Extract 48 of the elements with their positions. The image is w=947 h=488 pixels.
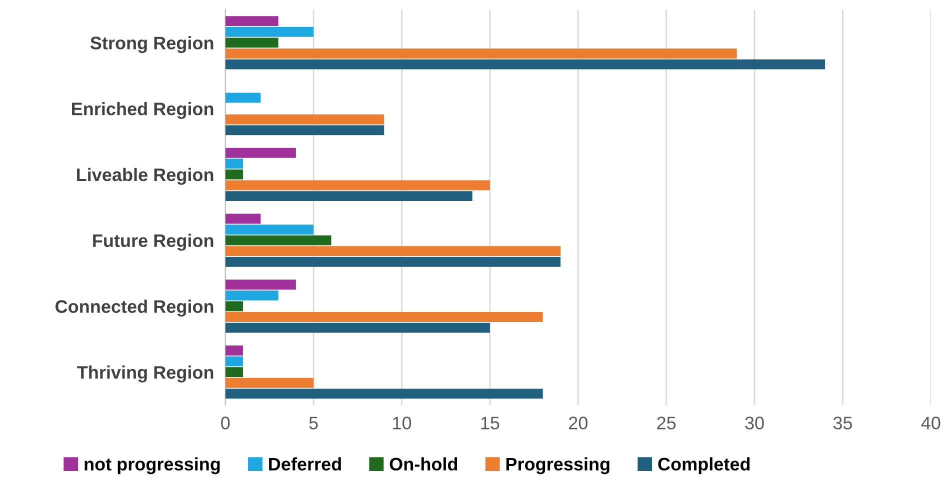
y-tick-label: Future Region bbox=[93, 234, 214, 251]
bar bbox=[225, 388, 543, 399]
y-tick-label: Thriving Region bbox=[77, 366, 214, 382]
bar bbox=[225, 158, 244, 169]
bar bbox=[225, 224, 314, 235]
x-tick-label: 25 bbox=[657, 416, 676, 430]
bar bbox=[225, 301, 244, 312]
bar bbox=[225, 290, 278, 300]
bar bbox=[225, 356, 244, 366]
bar bbox=[225, 125, 384, 136]
bar bbox=[225, 378, 314, 388]
y-tick-label: Connected Region bbox=[56, 300, 214, 317]
bar bbox=[225, 26, 314, 37]
bar bbox=[225, 48, 737, 58]
bar bbox=[225, 59, 826, 70]
bar bbox=[225, 114, 384, 124]
bar bbox=[225, 191, 472, 202]
bar bbox=[225, 312, 543, 322]
bar bbox=[225, 16, 278, 26]
bar bbox=[225, 367, 244, 378]
bar bbox=[225, 256, 561, 267]
bar bbox=[225, 92, 261, 103]
bar bbox=[225, 246, 561, 256]
bar bbox=[225, 169, 244, 180]
legend-label: not progressing bbox=[84, 457, 220, 474]
bar bbox=[225, 346, 244, 356]
bar bbox=[225, 180, 490, 190]
x-tick-label: 20 bbox=[569, 416, 588, 430]
bar bbox=[225, 38, 278, 48]
bar bbox=[225, 322, 490, 333]
y-tick-label: Strong Region bbox=[90, 36, 214, 54]
bar bbox=[225, 280, 296, 290]
bar bbox=[225, 235, 332, 246]
x-tick-label: 5 bbox=[309, 416, 318, 430]
y-tick-label: Liveable Region bbox=[77, 168, 214, 185]
y-tick-label: Enriched Region bbox=[72, 102, 214, 119]
x-tick-label: 10 bbox=[393, 416, 412, 430]
x-tick-label: 35 bbox=[833, 416, 852, 430]
bar bbox=[225, 214, 261, 224]
legend-label: Progressing bbox=[506, 457, 610, 474]
x-tick-label: 40 bbox=[921, 416, 940, 430]
bar bbox=[225, 148, 296, 158]
legend-label: Deferred bbox=[269, 457, 341, 471]
x-tick-label: 0 bbox=[221, 416, 230, 430]
x-tick-label: 30 bbox=[745, 416, 764, 430]
legend-label: On-hold bbox=[390, 457, 458, 471]
legend-label: Completed bbox=[658, 457, 750, 474]
x-tick-label: 15 bbox=[481, 416, 500, 430]
